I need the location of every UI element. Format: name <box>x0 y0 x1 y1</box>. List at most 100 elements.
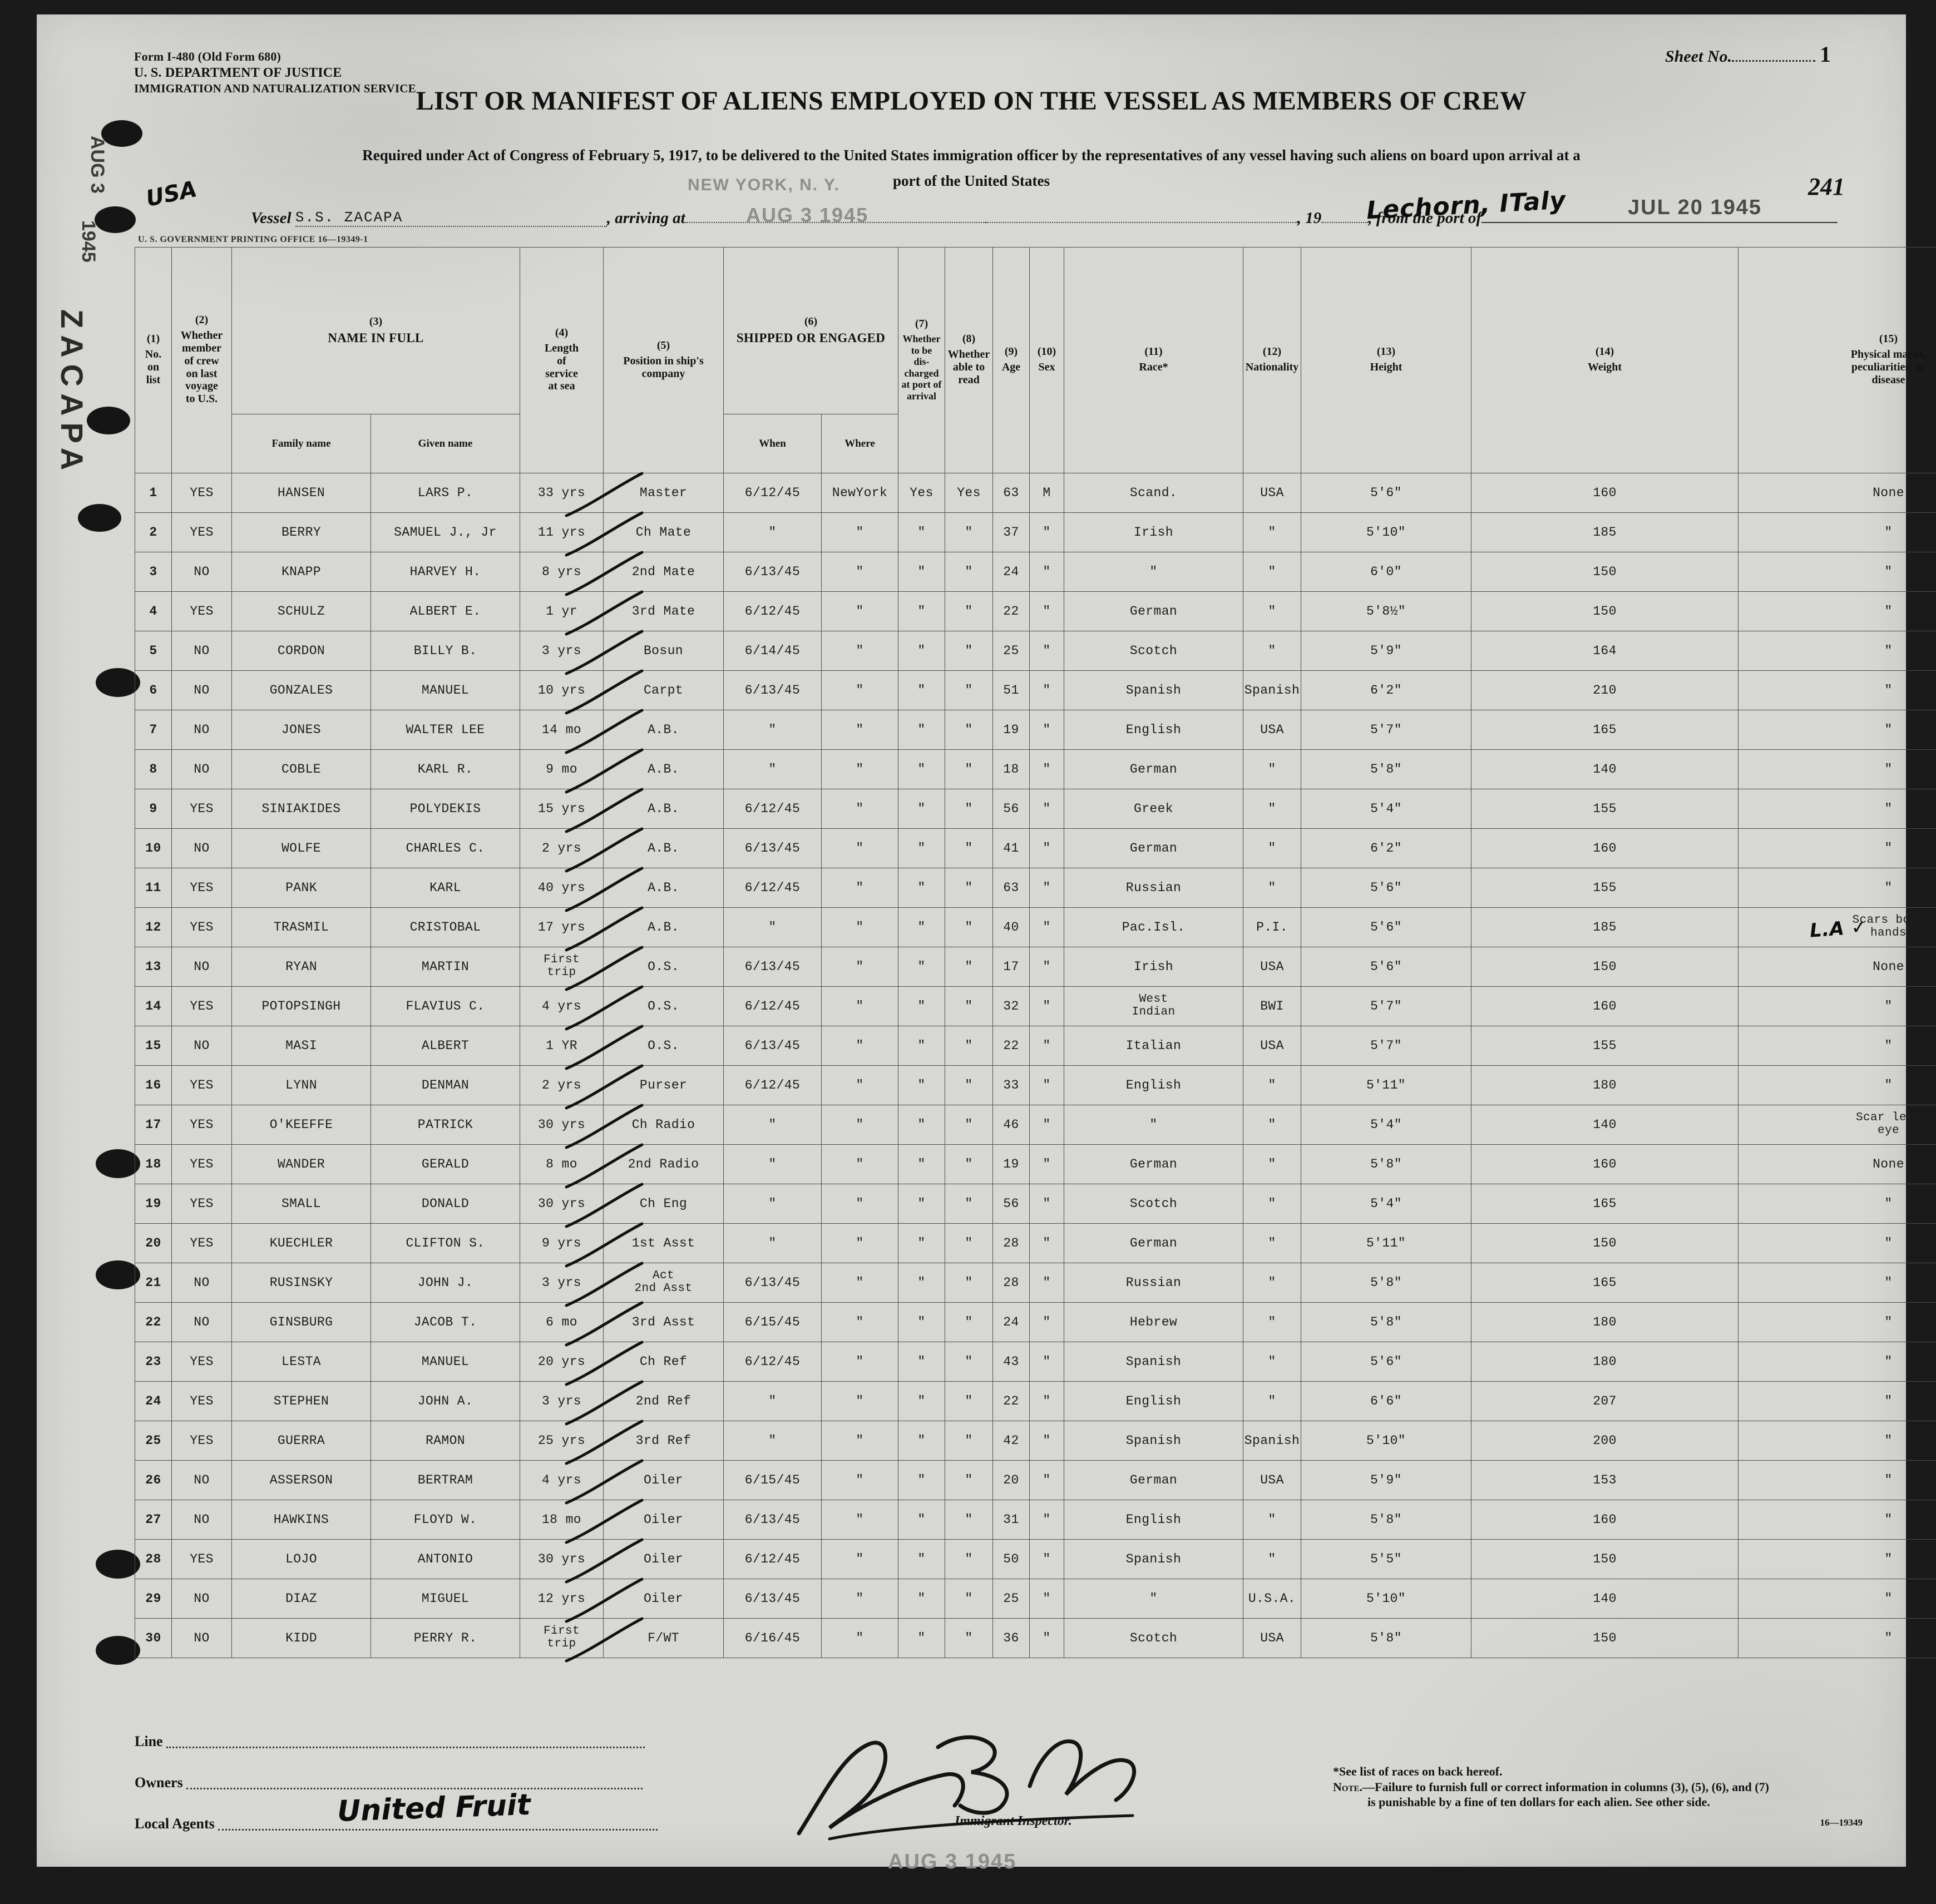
col-header-no-on-list: (1) No. on list <box>135 246 172 474</box>
cell-position: A.B. <box>603 789 724 829</box>
cell-length-of-service: 4 yrs <box>520 985 644 1031</box>
col-num-14: (14) <box>1595 345 1614 358</box>
cell-crew-last-voyage: YES <box>171 868 232 908</box>
cell-given-name: BILLY B. <box>371 631 520 671</box>
col-header-crew-last-voyage: (2) Whether member of crew on last voyag… <box>171 246 232 474</box>
cell-weight: 150 <box>1471 552 1739 592</box>
cell-crew-last-voyage: YES <box>171 1342 232 1382</box>
cell-position: Bosun <box>603 631 724 671</box>
col-subheader-given-name: Given name <box>371 414 520 474</box>
cell-able-to-read: " <box>945 1618 993 1659</box>
cell-shipped-where: " <box>821 947 898 987</box>
printing-office-line: U. S. GOVERNMENT PRINTING OFFICE 16—1934… <box>138 235 368 244</box>
table-row: 30 NO KIDD PERRY R. First trip F/WT 6/16/45 " " "… <box>135 1617 1936 1663</box>
table-row: 16 YES LYNN DENMAN 2 yrs Purser 6/12/45 " " " 33 " E… <box>135 1064 1936 1110</box>
cell-family-name: KNAPP <box>231 552 371 592</box>
row-number: 18 <box>135 1144 172 1185</box>
cell-able-to-read: " <box>945 1105 993 1145</box>
cell-position: 2nd Radio <box>603 1144 724 1185</box>
cell-family-name: HAWKINS <box>231 1500 371 1540</box>
owners-value-rule <box>186 1776 643 1789</box>
departure-date-stamp: JUL 20 1945 <box>1628 196 1762 219</box>
table-row: 9 YES SINIAKIDES POLYDEKIS 15 yrs A.B. 6/12/45… <box>135 788 1936 833</box>
cell-nationality: " <box>1243 1065 1302 1106</box>
cell-family-name: GINSBURG <box>231 1302 371 1343</box>
row-number: 4 <box>135 591 172 632</box>
cell-nationality: P.I. <box>1243 907 1302 948</box>
vessel-arrival-line: Vessel S.S. ZACAPA, arriving at , 19 , fro… <box>251 209 1845 235</box>
arrival-port-stamp: NEW YORK, N. Y. <box>688 176 840 194</box>
cell-shipped-when: " <box>723 710 822 750</box>
cell-shipped-when: 6/13/45 <box>723 670 822 711</box>
cell-race: Spanish <box>1063 1539 1244 1580</box>
cell-nationality: " <box>1243 591 1302 632</box>
page-title: LIST OR MANIFEST OF ALIENS EMPLOYED ON T… <box>416 86 1527 116</box>
cell-discharged: Yes <box>898 473 945 513</box>
row-number: 11 <box>135 868 172 908</box>
cell-given-name: ALBERT <box>371 1026 520 1066</box>
col-subheader-when: When <box>723 414 822 474</box>
note-prefix: Note. <box>1333 1779 1363 1794</box>
cell-family-name: LOJO <box>231 1539 371 1580</box>
col-num-9: (9) <box>1004 345 1018 358</box>
table-row: 24 YES STEPHEN JOHN A. 3 yrs 2nd Ref " " " " 22 " En… <box>135 1380 1936 1426</box>
cell-race: English <box>1063 1381 1244 1422</box>
cell-crew-last-voyage: NO <box>171 1460 232 1501</box>
cell-crew-last-voyage: NO <box>171 710 232 750</box>
cell-length-of-service: First trip <box>520 946 644 991</box>
col-label-14: Weight <box>1587 361 1622 374</box>
form-footer-code: 16—19349 <box>1820 1817 1863 1828</box>
cell-physical-marks: " <box>1738 1184 1936 1224</box>
vessel-name-value: S.S. ZACAPA <box>295 209 607 227</box>
col-label-13: Height <box>1370 361 1402 374</box>
cell-weight: 207 <box>1471 1381 1739 1422</box>
cell-crew-last-voyage: NO <box>171 828 232 869</box>
cell-physical-marks: " <box>1738 986 1936 1027</box>
cell-length-of-service: 8 mo <box>520 1143 644 1189</box>
table-row: 29 NO DIAZ MIGUEL 12 yrs Oiler 6/13/45 " " " 25 " " U… <box>135 1577 1936 1623</box>
cell-weight: 150 <box>1471 947 1739 987</box>
cell-able-to-read: " <box>945 1342 993 1382</box>
cell-height: 5'7" <box>1301 710 1472 750</box>
col-num-7: (7) <box>915 318 929 330</box>
cell-position: Master <box>603 473 724 513</box>
cell-length-of-service: 9 yrs <box>520 1222 644 1268</box>
cell-physical-marks: " <box>1738 1539 1936 1580</box>
local-agents-value-rule <box>218 1817 658 1831</box>
cell-discharged: " <box>898 1460 945 1501</box>
table-row: 26 NO ASSERSON BERTRAM 4 yrs Oiler 6/15/45 " " " 2… <box>135 1459 1936 1505</box>
cell-shipped-when: " <box>723 1105 822 1145</box>
cell-position: 2nd Mate <box>603 552 724 592</box>
cell-given-name: JOHN A. <box>371 1381 520 1422</box>
cell-shipped-where: " <box>821 828 898 869</box>
owners-label: Owners <box>135 1774 183 1791</box>
cell-nationality: " <box>1243 789 1302 829</box>
cell-shipped-when: 6/15/45 <box>723 1460 822 1501</box>
table-row: 20 YES KUECHLER CLIFTON S. 9 yrs 1st Asst " " " "… <box>135 1222 1936 1268</box>
cell-height: 5'8" <box>1301 1144 1472 1185</box>
statute-line-2: port of the United States <box>893 172 1050 189</box>
cell-length-of-service: 6 mo <box>520 1301 644 1347</box>
cell-crew-last-voyage: YES <box>171 591 232 632</box>
cell-position: Ch Eng <box>603 1184 724 1224</box>
cell-nationality: " <box>1243 1105 1302 1145</box>
cell-physical-marks: " <box>1738 828 1936 869</box>
cell-crew-last-voyage: NO <box>171 947 232 987</box>
cell-crew-last-voyage: YES <box>171 473 232 513</box>
cell-shipped-when: " <box>723 1184 822 1224</box>
cell-length-of-service: 4 yrs <box>520 1459 644 1505</box>
cell-age: 33 <box>992 1065 1030 1106</box>
cell-age: 36 <box>992 1618 1030 1659</box>
cell-sex: " <box>1029 1460 1064 1501</box>
table-row: 21 NO RUSINSKY JOHN J. 3 yrs Act 2nd Asst 6/13… <box>135 1262 1936 1307</box>
col-header-race: (11) Race* <box>1063 246 1244 474</box>
row-number: 16 <box>135 1065 172 1106</box>
cell-position: O.S. <box>603 947 724 987</box>
year-rule <box>1321 222 1369 223</box>
cell-sex: " <box>1029 1342 1064 1382</box>
cell-race: German <box>1063 828 1244 869</box>
cell-crew-last-voyage: YES <box>171 1421 232 1461</box>
cell-shipped-where: " <box>821 1381 898 1422</box>
form-number: Form I-480 (Old Form 680) <box>134 50 281 63</box>
cell-sex: " <box>1029 670 1064 711</box>
